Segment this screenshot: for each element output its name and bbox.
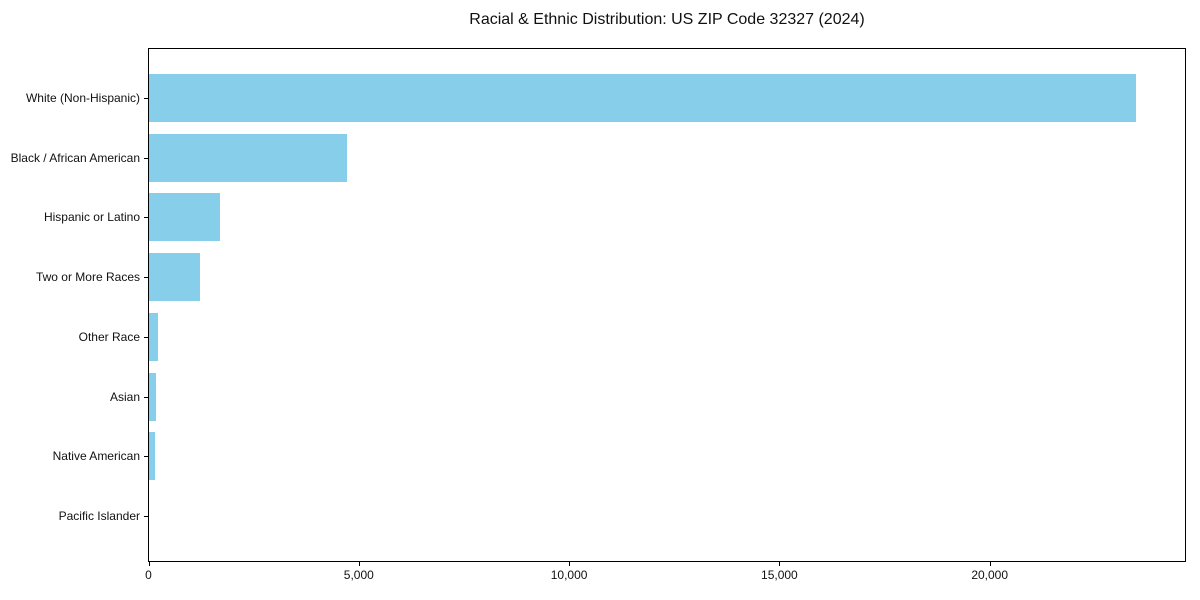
y-tick-label: Asian [109, 389, 140, 404]
x-tick-label: 15,000 [761, 568, 798, 582]
y-tick-mark [144, 277, 148, 279]
bar-hispanic-or-latino [149, 193, 220, 242]
y-tick-mark [144, 396, 148, 398]
x-tick-label: 0 [145, 568, 152, 582]
bar-other-race [149, 312, 159, 361]
x-tick-mark [358, 562, 360, 566]
y-tick-label: Hispanic or Latino [43, 210, 140, 225]
y-tick-mark [144, 515, 148, 517]
x-tick-mark [569, 562, 571, 566]
y-tick-mark [144, 217, 148, 219]
y-tick-label: Black / African American [10, 150, 140, 165]
y-tick-label: Pacific Islander [58, 508, 140, 523]
bar-asian [149, 372, 157, 421]
bar-two-or-more-races [149, 253, 200, 302]
x-tick-mark [989, 562, 991, 566]
x-tick-label: 20,000 [971, 568, 1009, 582]
y-tick-mark [144, 456, 148, 458]
bar-native-american [149, 432, 156, 481]
x-tick-label: 10,000 [550, 568, 588, 582]
y-tick-label: Native American [52, 449, 140, 464]
y-tick-mark [144, 98, 148, 99]
y-tick-label: Other Race [78, 329, 140, 344]
y-tick-mark [144, 336, 148, 338]
x-tick-label: 5,000 [343, 568, 374, 582]
y-tick-label: White (Non-Hispanic) [25, 91, 140, 105]
x-tick-mark [779, 562, 781, 566]
bar-white-non-hispanic [149, 74, 1137, 122]
x-tick-mark [148, 562, 150, 566]
y-tick-label: Two or More Races [35, 270, 140, 285]
chart-title: Racial & Ethnic Distribution: US ZIP Cod… [469, 11, 865, 28]
plot-area [148, 48, 1186, 562]
y-tick-mark [144, 157, 148, 159]
bar-black-african-american [149, 133, 348, 182]
